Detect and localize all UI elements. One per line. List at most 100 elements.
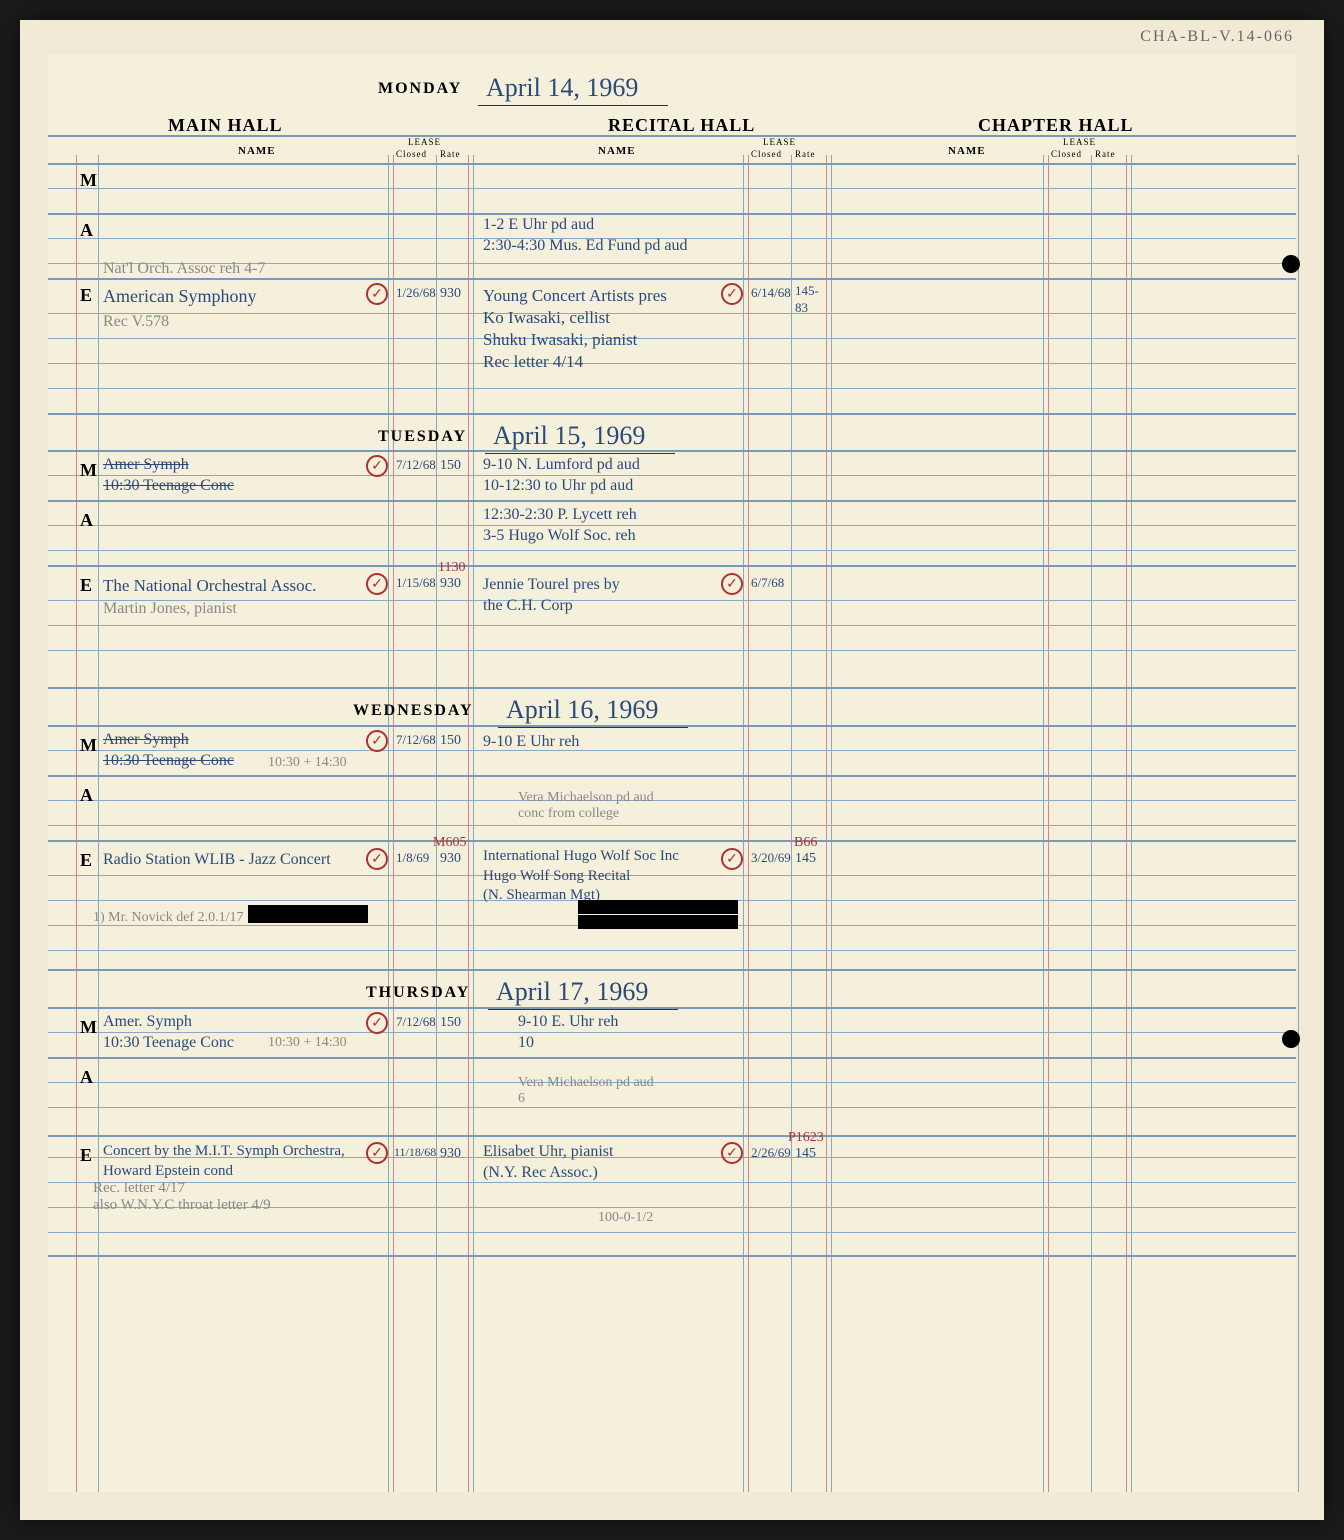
hline (48, 750, 1296, 751)
hline (48, 413, 1296, 415)
checkmark: ✓ (366, 573, 388, 595)
date-wednesday: April 16, 1969 (498, 695, 688, 728)
wed-recital-e-closed: 3/20/69 (751, 850, 791, 867)
checkmark: ✓ (721, 283, 743, 305)
period-m-2: M (80, 735, 97, 756)
mon-recital-e-closed: 6/14/68 (751, 285, 791, 302)
redaction (578, 915, 738, 929)
vline (76, 155, 77, 1492)
tue-recital-e: Jennie Tourel pres by the C.H. Corp (483, 575, 620, 617)
hline (48, 1057, 1296, 1059)
punch-hole (1282, 1030, 1300, 1048)
hline (48, 550, 1296, 551)
hline (48, 525, 1296, 526)
checkmark: ✓ (366, 730, 388, 752)
name-col-2: NAME (598, 145, 636, 157)
thu-recital-a: Vera Michaelson pd aud 6 (518, 1075, 654, 1107)
rate-col-2: Rate (795, 149, 816, 159)
date-tuesday: April 15, 1969 (485, 421, 675, 454)
hline (48, 687, 1296, 689)
checkmark: ✓ (366, 848, 388, 870)
period-e-3: E (80, 1145, 92, 1166)
mon-main-e: American Symphony (103, 285, 256, 308)
tue-main-e-red: 1130 (438, 560, 465, 576)
period-m-0: M (80, 170, 97, 191)
mon-recital-e-rate: 145- 83 (795, 283, 819, 317)
vline (388, 155, 389, 1492)
mon-main-e-rate: 930 (440, 285, 461, 303)
hline (48, 1255, 1296, 1257)
thu-main-m-pencil: 10:30 + 14:30 (268, 1035, 347, 1051)
wed-recital-e-rate: 145 (795, 850, 816, 868)
vline (1131, 155, 1132, 1492)
lease-col-3: LEASE (1063, 137, 1096, 147)
mon-recital-e: Young Concert Artists pres Ko Iwasaki, c… (483, 285, 667, 373)
hline (48, 313, 1296, 314)
checkmark: ✓ (721, 848, 743, 870)
period-m-1: M (80, 460, 97, 481)
hline (48, 1107, 1296, 1108)
hline (48, 565, 1296, 567)
hline (48, 388, 1296, 389)
hline (48, 969, 1296, 971)
day-tuesday: TUESDAY (378, 428, 467, 446)
chapter-hall-header: CHAPTER HALL (978, 115, 1134, 136)
vline (468, 155, 469, 1492)
hline (48, 775, 1296, 777)
tue-main-m: Amer Symph 10:30 Teenage Conc (103, 455, 234, 497)
lease-col-1: LEASE (408, 137, 441, 147)
vline (1091, 155, 1092, 1492)
wed-main-m-pencil: 10:30 + 14:30 (268, 755, 347, 771)
period-a-1: A (80, 510, 93, 531)
closed-col-2: Closed (751, 149, 782, 159)
mon-recital-a: 1-2 E Uhr pd aud 2:30-4:30 Mus. Ed Fund … (483, 215, 687, 257)
vline (743, 155, 744, 1492)
thu-recital-m: 9-10 E. Uhr reh 10 (518, 1012, 618, 1054)
name-col-1: NAME (238, 145, 276, 157)
thu-recital-e-rate: 145 (795, 1145, 816, 1163)
rate-col-3: Rate (1095, 149, 1116, 159)
wed-recital-e-red: B66 (794, 835, 817, 851)
wed-main-e: Radio Station WLIB - Jazz Concert (103, 850, 331, 871)
thu-main-e-rate: 930 (440, 1145, 461, 1163)
hline (48, 825, 1296, 826)
hline (48, 278, 1296, 280)
thu-main-e-closed: 11/18/68 (394, 1145, 436, 1161)
hline (48, 840, 1296, 842)
redaction (578, 900, 738, 914)
thu-main-e: Concert by the M.I.T. Symph Orchestra, H… (103, 1142, 345, 1181)
lease-col-2: LEASE (763, 137, 796, 147)
main-hall-header: MAIN HALL (168, 115, 283, 136)
hline (48, 475, 1296, 476)
thu-main-m-rate: 150 (440, 1014, 461, 1032)
checkmark: ✓ (721, 573, 743, 595)
vline (473, 155, 474, 1492)
thu-recital-e: Elisabet Uhr, pianist (N.Y. Rec Assoc.) (483, 1142, 613, 1184)
day-wednesday: WEDNESDAY (353, 702, 474, 720)
redaction (248, 905, 368, 923)
vline (826, 155, 827, 1492)
vline (831, 155, 832, 1492)
hline (48, 338, 1296, 339)
wed-main-m-closed: 7/12/68 (396, 732, 436, 749)
rate-col-1: Rate (440, 149, 461, 159)
tue-main-e-pencil: Martin Jones, pianist (103, 600, 237, 618)
checkmark: ✓ (366, 283, 388, 305)
wed-main-e-red: M605 (433, 835, 466, 851)
thu-recital-e-pencil: 100-0-1/2 (598, 1210, 653, 1226)
day-thursday: THURSDAY (366, 984, 470, 1002)
wed-main-e-pencil: 1) Mr. Novick def 2.0.1/17 (93, 910, 243, 926)
ledger-page: CHA-BL-V.14-066 MAIN HALL RECITAL HALL C… (20, 20, 1324, 1520)
period-e-1: E (80, 575, 92, 596)
tue-main-e: The National Orchestral Assoc. (103, 575, 316, 597)
checkmark: ✓ (721, 1142, 743, 1164)
thu-main-m: Amer. Symph 10:30 Teenage Conc (103, 1012, 234, 1054)
hline (48, 950, 1296, 951)
thu-main-e-pencil: Rec. letter 4/17 also W.N.Y.C throat let… (93, 1180, 271, 1214)
wed-recital-e: International Hugo Wolf Soc Inc Hugo Wol… (483, 847, 679, 906)
vline (1043, 155, 1044, 1492)
period-e-2: E (80, 850, 92, 871)
hline (48, 625, 1296, 626)
tue-recital-a: 12:30-2:30 P. Lycett reh 3-5 Hugo Wolf S… (483, 505, 637, 547)
period-a-0: A (80, 220, 93, 241)
